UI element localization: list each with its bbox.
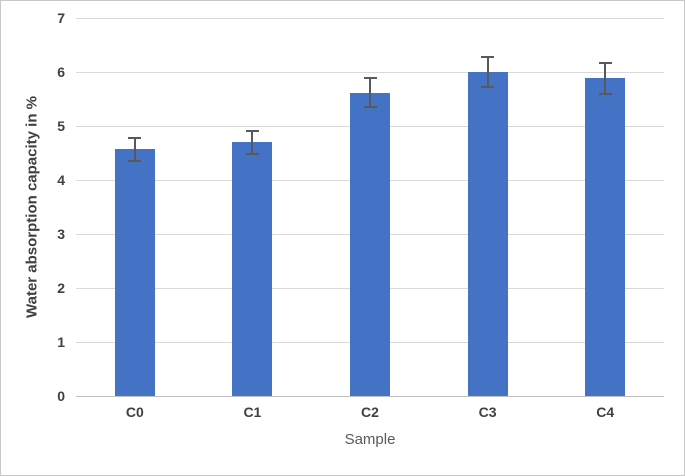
y-tick-label: 7 (57, 10, 65, 26)
x-tick-label: C1 (243, 404, 262, 420)
bar-c3 (467, 72, 508, 396)
error-bar-stem (369, 77, 371, 108)
y-tick-label: 0 (57, 388, 65, 404)
error-bar-c4 (598, 62, 612, 95)
bar-c1 (232, 142, 273, 396)
x-axis-title: Sample (344, 431, 396, 448)
bar-c0 (114, 149, 155, 396)
x-tick-label: C2 (361, 404, 379, 420)
y-tick-label: 2 (57, 280, 65, 296)
gridline (76, 17, 664, 19)
x-tick-label: C4 (596, 404, 615, 420)
gridline (76, 71, 664, 73)
error-bar-c2 (363, 77, 377, 108)
y-tick-label: 6 (57, 64, 65, 80)
x-axis-line (76, 395, 664, 397)
x-tick-label: C0 (125, 404, 144, 420)
error-bar-stem (486, 55, 489, 89)
error-bar-stem (133, 136, 136, 162)
y-tick-label: 1 (57, 334, 65, 350)
x-tick-label: C3 (478, 404, 497, 420)
error-bar-stem (604, 62, 607, 95)
y-tick-label: 5 (57, 118, 65, 134)
y-tick-label: 4 (57, 172, 65, 188)
error-bar-c1 (245, 129, 259, 155)
y-tick-label: 3 (57, 226, 65, 242)
error-bar-c0 (128, 136, 142, 162)
bar-c2 (350, 92, 390, 396)
error-bar-stem (251, 129, 254, 155)
bar-c4 (585, 78, 626, 396)
error-bar-c3 (481, 55, 495, 89)
